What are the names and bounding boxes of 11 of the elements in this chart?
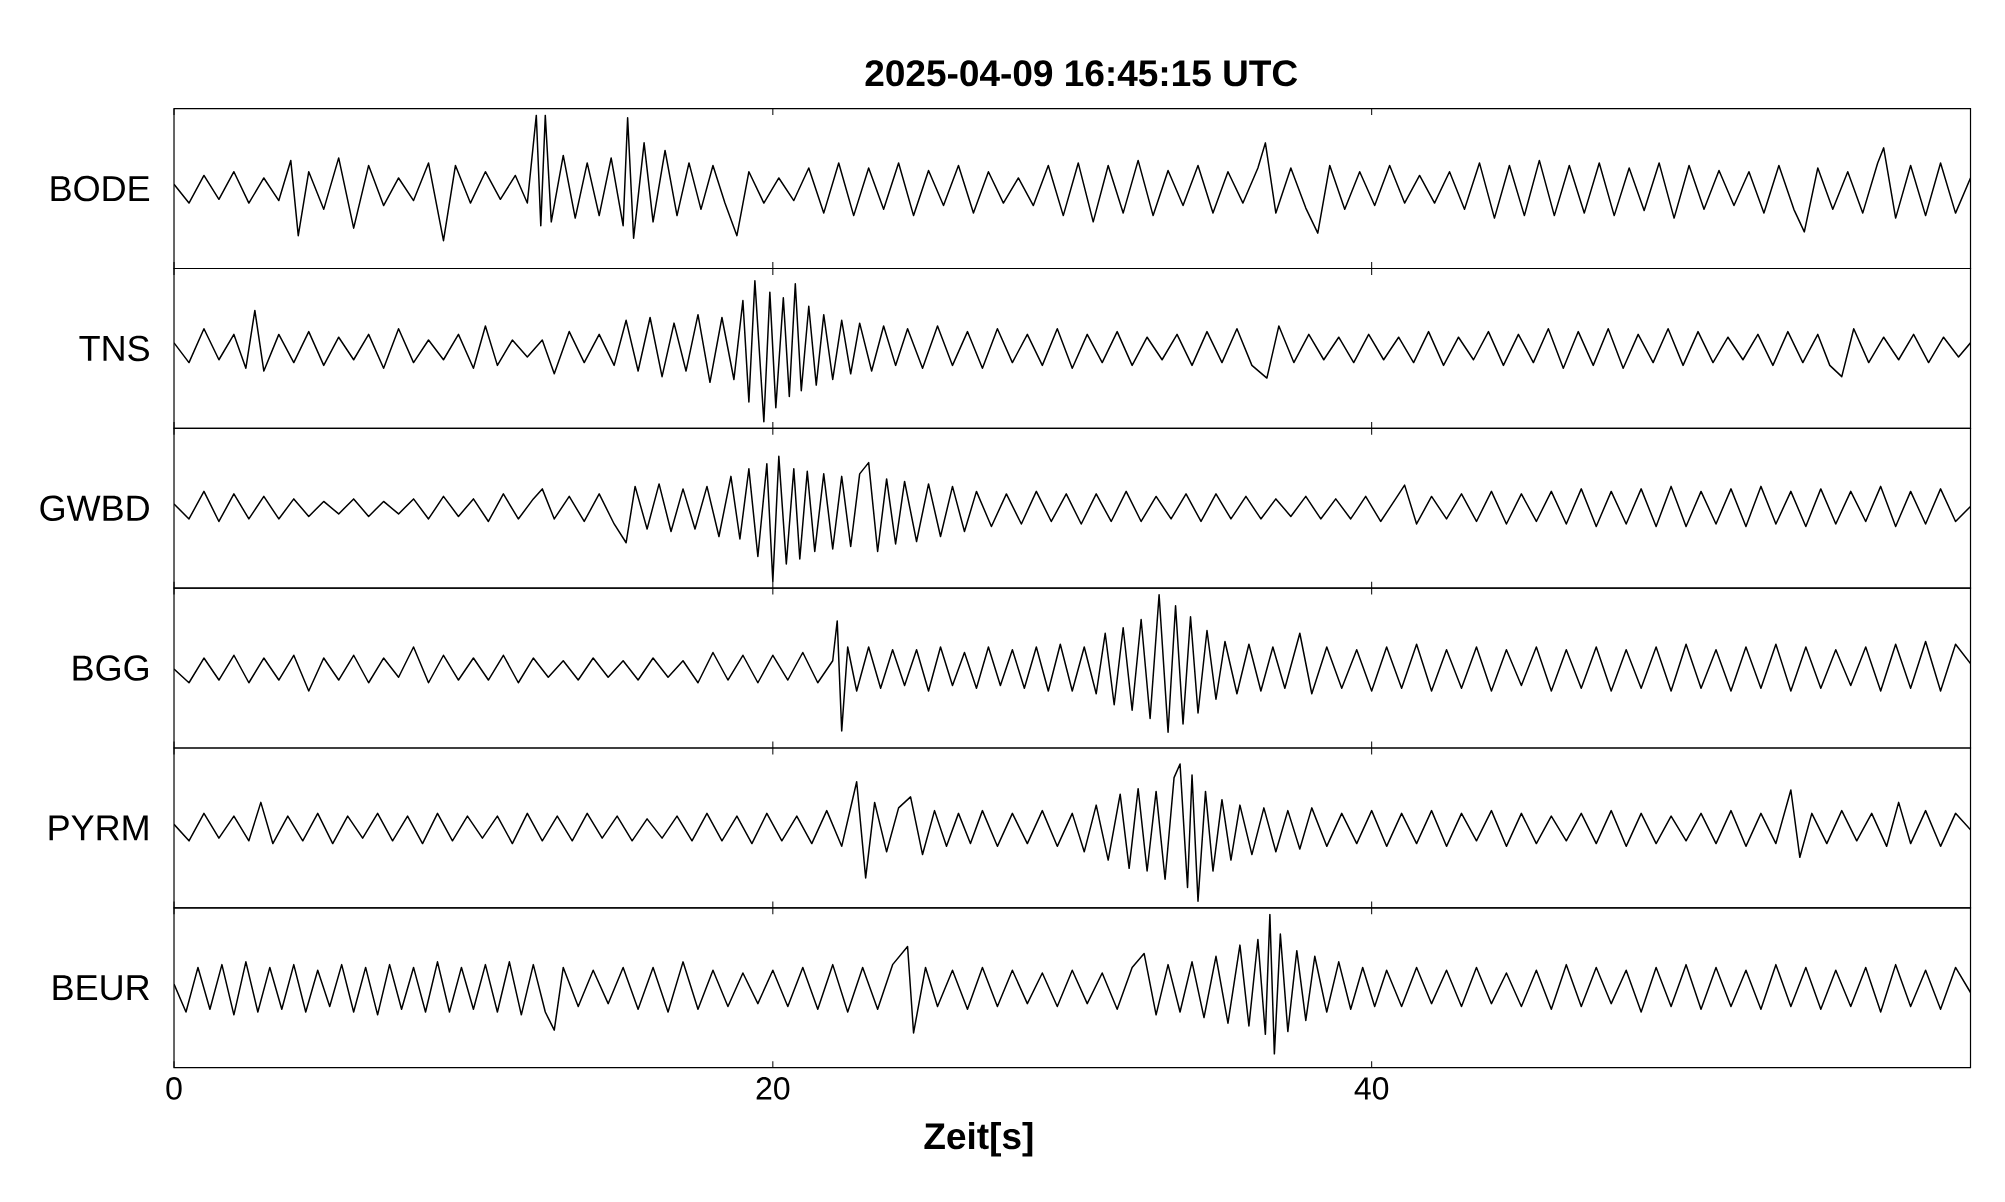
y-axis-title: BEUR [53,975,149,1001]
x-axis-title: Zeit[s] [924,1122,1033,1157]
x-tick-label: 40 [1354,1077,1389,1100]
y-axis-title: BGG [73,655,148,681]
y-axis-title: PYRM [49,815,148,841]
y-axis-title: TNS [79,335,149,362]
x-tick-label: 0 [166,1077,182,1100]
chart-title: 2025-04-09 16:45:15 UTC [865,60,1298,87]
y-axis-title: GWBD [40,495,149,521]
y-axis-title: BODE [51,175,150,202]
x-tick-label: 20 [756,1077,790,1100]
